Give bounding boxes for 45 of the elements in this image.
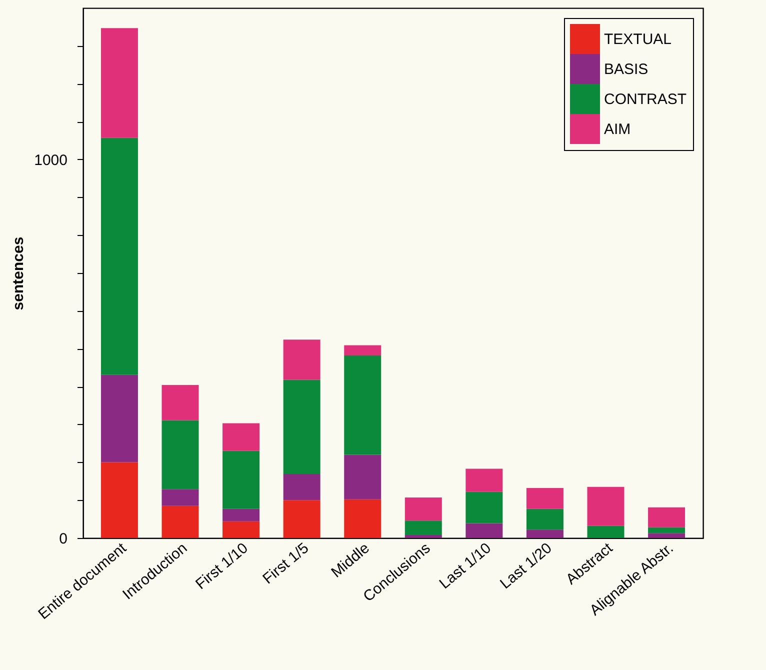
bar — [404, 534, 442, 538]
bar — [526, 488, 564, 509]
bar — [100, 138, 138, 375]
bar — [526, 530, 564, 538]
bar — [100, 374, 138, 462]
bar — [404, 497, 442, 521]
x-tick-label: Last 1/10 — [436, 540, 494, 592]
y-tick-label: 0 — [59, 530, 68, 548]
bar — [283, 380, 320, 474]
legend-label: BASIS — [604, 61, 648, 78]
legend-label: TEXTUAL — [604, 31, 672, 48]
y-tick-label: 1000 — [34, 152, 68, 169]
legend-label: CONTRAST — [604, 91, 686, 108]
bar — [466, 492, 503, 524]
y-axis-title: sentences — [10, 236, 28, 310]
bar — [466, 523, 503, 538]
bar — [404, 520, 442, 535]
bar — [283, 500, 320, 538]
legend-label: AIM — [604, 121, 631, 138]
bar — [283, 474, 320, 500]
bar — [100, 462, 138, 538]
bar — [344, 454, 382, 500]
bar — [222, 450, 260, 509]
bar — [466, 468, 503, 492]
bar — [587, 486, 624, 526]
bar — [162, 420, 199, 490]
x-tick-label: Last 1/20 — [497, 540, 556, 592]
bar — [222, 508, 260, 522]
x-tick-label: First 1/10 — [192, 540, 252, 593]
bar — [162, 489, 199, 506]
bar — [587, 526, 624, 538]
bar — [162, 506, 199, 538]
bar — [222, 521, 260, 538]
bar — [100, 28, 138, 138]
bar — [648, 527, 686, 534]
bar — [283, 340, 320, 380]
bar — [222, 423, 260, 451]
bar — [344, 356, 382, 455]
bar — [648, 507, 686, 528]
x-tick-label: First 1/5 — [260, 540, 312, 588]
bar — [162, 385, 199, 420]
bar — [526, 508, 564, 530]
bar — [344, 499, 382, 538]
bar — [648, 533, 686, 538]
bar — [344, 345, 382, 356]
